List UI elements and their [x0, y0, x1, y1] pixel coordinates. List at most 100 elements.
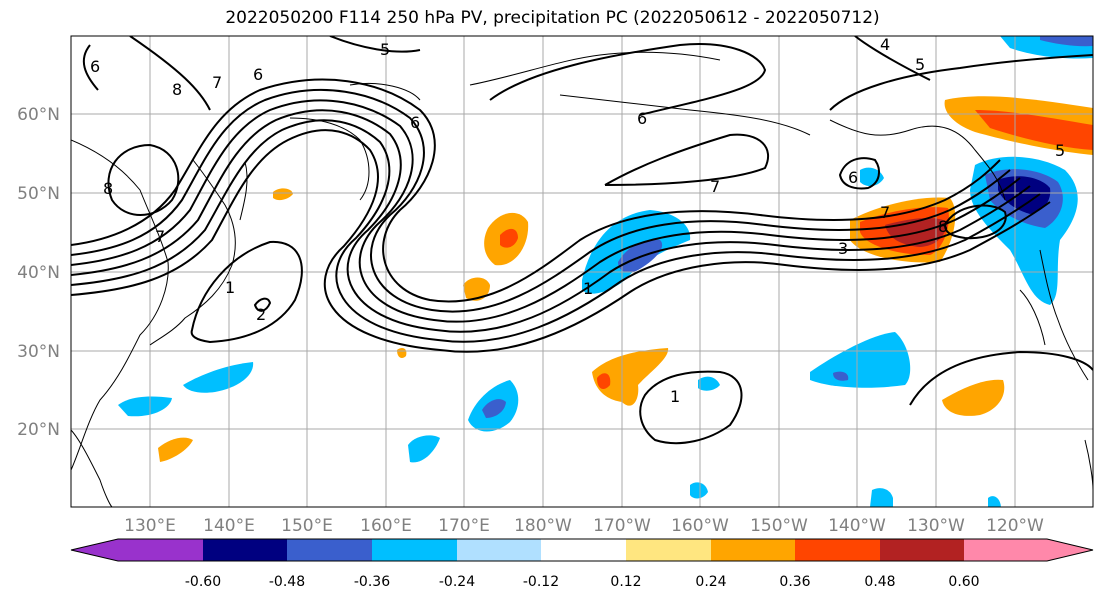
contour-label: 7: [710, 177, 720, 196]
lon-label: 130°E: [124, 516, 176, 536]
precip-area: [942, 379, 1005, 416]
contour-label: 5: [380, 40, 390, 59]
contour-label: 6: [253, 65, 263, 84]
contour-label: 7: [155, 227, 165, 246]
colorbar-segment: [626, 539, 711, 561]
contour-line: [604, 133, 770, 186]
colorbar-segment: [372, 539, 457, 561]
precip-area: [592, 348, 669, 406]
colorbar-tick-label: -0.48: [269, 574, 305, 590]
precip-area: [463, 277, 490, 301]
contour-line: [71, 109, 1031, 333]
colorbar-tick-label: 0.36: [779, 574, 810, 590]
contour-line: [190, 240, 303, 344]
contour-line: [838, 157, 881, 190]
contour-labels: 6 8 7 6 5 6 7 8 6 7 1 2 1 3 5 4 8 1 7 6 …: [90, 35, 1065, 406]
lon-label: 170°W: [593, 516, 651, 536]
precip-area: [690, 482, 708, 499]
lat-label: 60°N: [17, 105, 60, 125]
precip-area: [183, 362, 254, 393]
contour-label: 6: [848, 168, 858, 187]
colorbar-segment: [118, 539, 203, 561]
colorbar-tick-label: -0.12: [523, 574, 559, 590]
colorbar-segment: [795, 539, 880, 561]
precip-area: [273, 188, 293, 201]
contour-label: 7: [880, 203, 890, 222]
colorbar-segment: [541, 539, 626, 561]
contour-label: 5: [1055, 141, 1065, 160]
contour-line: [943, 204, 1007, 240]
contour-line: [71, 78, 1001, 303]
longitude-labels: 130°E 140°E 150°E 160°E 170°E 180°W 170°…: [124, 516, 1044, 536]
contour-label: 1: [225, 278, 235, 297]
precip-area: [597, 373, 611, 390]
contour-label: 4: [880, 35, 890, 54]
precip-area: [698, 376, 720, 391]
precip-area: [870, 488, 893, 507]
contour-line: [107, 143, 180, 216]
lon-label: 140°E: [203, 516, 255, 536]
lon-label: 150°E: [281, 516, 333, 536]
colorbar-tick-label: -0.60: [185, 574, 221, 590]
precip-area: [975, 110, 1093, 150]
colorbar-tick-label: 0.12: [610, 574, 641, 590]
lon-label: 150°W: [750, 516, 808, 536]
map-frame: [70, 35, 1094, 508]
contour-line: [71, 89, 1011, 313]
colorbar-outline: [70, 538, 1094, 562]
contour-line: [854, 36, 931, 81]
map-panel: 6 8 7 6 5 6 7 8 6 7 1 2 1 3 5 4 8 1 7 6 …: [71, 35, 1093, 507]
contour-label: 2: [256, 305, 266, 324]
precip-area: [833, 371, 849, 381]
contour-label: 8: [103, 179, 113, 198]
colorbar-segment: [880, 539, 964, 561]
contour-label: 8: [938, 217, 948, 236]
precip-area: [408, 435, 440, 463]
contour-label: 7: [212, 73, 222, 92]
colorbar-tick-label: 0.60: [948, 574, 979, 590]
contour-line: [129, 36, 211, 111]
contour-line: [639, 370, 743, 445]
precip-area: [1040, 36, 1093, 47]
lon-label: 120°W: [986, 516, 1044, 536]
colorbar-segment: [203, 539, 287, 561]
colorbar-segment: [287, 539, 372, 561]
lon-label: 160°E: [360, 516, 412, 536]
precip-area: [482, 399, 506, 418]
contour-label: 5: [915, 55, 925, 74]
colorbar-tick-label: 0.48: [864, 574, 895, 590]
contour-line: [71, 119, 1041, 343]
precip-area: [500, 228, 518, 248]
colorbar-segment: [1047, 539, 1093, 561]
contour-line: [71, 99, 1021, 323]
lat-label: 40°N: [17, 263, 60, 283]
contour-label: 6: [410, 113, 420, 132]
contour-line: [329, 36, 421, 53]
precip-area: [988, 496, 1001, 507]
latitude-labels: 60°N 50°N 40°N 30°N 20°N: [17, 105, 60, 440]
contour-label: 1: [583, 279, 593, 298]
colorbar-tick-label: 0.24: [695, 574, 726, 590]
contour-label: 3: [838, 239, 848, 258]
coastlines: [71, 51, 1093, 507]
colorbar-tick-label: -0.36: [354, 574, 390, 590]
lon-label: 180°W: [514, 516, 572, 536]
colorbar-segment: [711, 539, 795, 561]
contour-line: [489, 43, 767, 116]
contour-label: 6: [90, 57, 100, 76]
contour-label: 6: [637, 109, 647, 128]
colorbar-segment: [964, 539, 1047, 561]
lon-label: 130°W: [907, 516, 965, 536]
lat-label: 20°N: [17, 420, 60, 440]
pv-contours: [71, 36, 1093, 445]
contour-line: [253, 297, 272, 312]
lat-label: 30°N: [17, 342, 60, 362]
map-title: 2022050200 F114 250 hPa PV, precipitatio…: [225, 8, 880, 28]
colorbar: -0.60 -0.48 -0.36 -0.24 -0.12 0.12 0.24 …: [70, 538, 1094, 590]
contour-label: 1: [670, 387, 680, 406]
colorbar-segment: [71, 539, 118, 561]
precip-area: [118, 396, 172, 417]
lon-label: 170°E: [438, 516, 490, 536]
lon-label: 160°W: [671, 516, 729, 536]
lon-label: 140°W: [828, 516, 886, 536]
